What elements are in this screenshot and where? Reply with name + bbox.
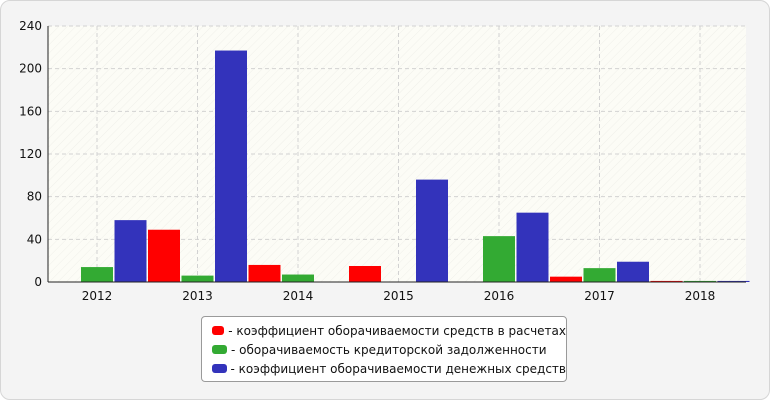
y-tick-label: 40 bbox=[27, 232, 42, 246]
bar bbox=[349, 266, 381, 282]
y-tick-label: 160 bbox=[19, 104, 42, 118]
axes bbox=[47, 26, 746, 283]
x-tick-label: 2015 bbox=[383, 289, 414, 303]
bar bbox=[550, 276, 582, 282]
x-tick-label: 2013 bbox=[182, 289, 213, 303]
y-tick-label: 120 bbox=[19, 147, 42, 161]
bar bbox=[483, 236, 515, 282]
legend-swatch-green bbox=[212, 345, 227, 354]
x-tick-label: 2017 bbox=[584, 289, 615, 303]
legend-swatch-blue bbox=[212, 364, 227, 373]
bar bbox=[215, 50, 247, 283]
bar bbox=[114, 220, 147, 282]
bar bbox=[650, 280, 683, 282]
legend-label: - оборачиваемость кредиторской задолженн… bbox=[231, 342, 547, 357]
legend-swatch-red bbox=[212, 326, 225, 335]
grid bbox=[48, 25, 746, 282]
bar bbox=[81, 267, 113, 282]
bar bbox=[248, 264, 281, 282]
legend-item-cash: - коэффициент оборачиваемости денежных с… bbox=[212, 359, 566, 378]
bar bbox=[282, 274, 314, 282]
x-tick-label: 2014 bbox=[283, 289, 314, 303]
legend-item-payables: - оборачиваемость кредиторской задолженн… bbox=[212, 340, 566, 359]
y-tick-label: 240 bbox=[19, 19, 42, 33]
y-tick-label: 200 bbox=[19, 62, 42, 76]
x-tick-label: 2016 bbox=[484, 289, 515, 303]
bar bbox=[516, 212, 549, 282]
y-tick-label: 80 bbox=[27, 190, 42, 204]
bar bbox=[684, 280, 716, 282]
legend-item-receivables: - коэффициент оборачиваемости средств в … bbox=[212, 321, 566, 340]
legend-label: - коэффициент оборачиваемости денежных с… bbox=[230, 361, 567, 376]
legend: - коэффициент оборачиваемости средств в … bbox=[201, 316, 567, 382]
x-tick-label: 2012 bbox=[82, 289, 113, 303]
bar bbox=[583, 268, 616, 282]
bar bbox=[416, 179, 448, 282]
bar bbox=[617, 261, 649, 282]
x-tick-label: 2018 bbox=[685, 289, 716, 303]
bars bbox=[81, 50, 750, 283]
tick-labels: 0 40 80 120 160 200 240 2012 2013 2014 2015 2016 201… bbox=[19, 19, 715, 303]
y-tick-label: 0 bbox=[34, 275, 42, 289]
bar bbox=[181, 275, 214, 282]
bar bbox=[148, 229, 180, 282]
legend-label: - коэффициент оборачиваемости средств в … bbox=[228, 323, 566, 338]
bar bbox=[717, 280, 750, 282]
